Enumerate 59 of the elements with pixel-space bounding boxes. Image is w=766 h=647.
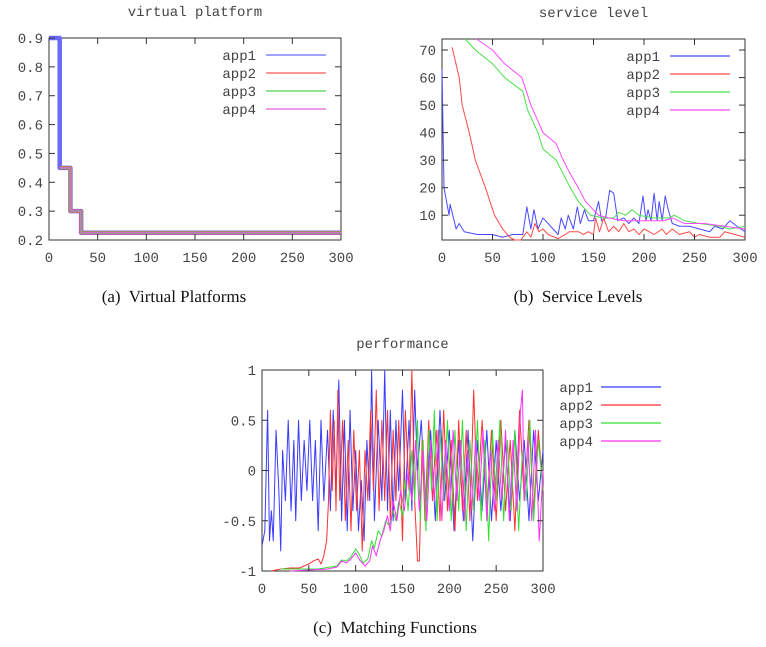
- x-tick-label: 250: [280, 251, 305, 267]
- y-tick-label: 0.8: [18, 60, 43, 77]
- legend-label: app1: [222, 49, 256, 65]
- x-tick-label: 50: [89, 251, 106, 267]
- x-tick-label: 50: [484, 251, 501, 267]
- x-tick-label: 0: [44, 251, 54, 267]
- x-tick-label: 0: [258, 582, 266, 598]
- y-tick-label: -0.5: [222, 514, 256, 531]
- chart-title: performance: [356, 337, 449, 353]
- x-tick-label: 100: [134, 251, 159, 267]
- x-tick-label: 100: [343, 582, 368, 598]
- y-tick-label: 0.7: [18, 90, 43, 106]
- legend-label: app3: [626, 86, 660, 102]
- x-tick-label: 300: [732, 251, 758, 267]
- text: (a) Virtual Platforms: [102, 287, 246, 306]
- x-tick-label: 200: [631, 251, 657, 267]
- y-tick-label: 70: [419, 44, 436, 60]
- legend-label: app2: [626, 68, 660, 84]
- x-tick-label: 300: [530, 582, 556, 598]
- chart-title: virtual platform: [128, 5, 262, 21]
- y-tick-label: -1: [239, 565, 256, 581]
- text: (b) Service Levels: [514, 287, 642, 306]
- x-tick-label: 150: [390, 582, 416, 598]
- text: (c) Matching Functions: [313, 618, 477, 637]
- x-tick-label: 150: [182, 251, 208, 267]
- legend-label: app4: [626, 104, 660, 120]
- y-tick-label: 50: [419, 99, 436, 116]
- y-tick-label: 10: [419, 209, 436, 226]
- y-tick-label: 0.6: [18, 118, 43, 135]
- x-tick-label: 250: [484, 582, 509, 598]
- legend-label: app4: [222, 103, 256, 119]
- y-tick-label: 0.2: [18, 234, 43, 250]
- y-tick-label: 0.5: [230, 414, 256, 430]
- y-tick-label: 40: [419, 126, 436, 143]
- y-tick-label: 0.5: [18, 147, 43, 164]
- legend-label: app4: [559, 435, 593, 451]
- x-tick-label: 0: [438, 251, 446, 267]
- y-tick-label: 20: [419, 182, 436, 198]
- legend-label: app3: [222, 85, 256, 101]
- legend-label: app1: [559, 381, 593, 397]
- chart-title: service level: [538, 6, 648, 22]
- x-tick-label: 200: [436, 582, 462, 598]
- legend-label: app2: [222, 67, 256, 83]
- y-tick-label: 1: [248, 364, 256, 380]
- y-tick-label: 0: [248, 464, 256, 480]
- y-tick-label: 0.3: [18, 205, 43, 222]
- x-tick-label: 150: [580, 251, 606, 267]
- x-tick-label: 50: [300, 582, 318, 598]
- x-tick-label: 200: [231, 251, 256, 267]
- y-tick-label: 60: [419, 72, 436, 88]
- y-tick-label: 0.4: [18, 176, 43, 192]
- x-tick-label: 300: [328, 251, 354, 267]
- x-tick-label: 100: [530, 251, 556, 267]
- legend-label: app3: [559, 417, 593, 433]
- x-tick-label: 250: [682, 251, 708, 267]
- legend-label: app2: [559, 399, 593, 415]
- y-tick-label: 30: [419, 154, 436, 170]
- y-tick-label: 0.9: [18, 32, 43, 48]
- legend-label: app1: [626, 50, 660, 66]
